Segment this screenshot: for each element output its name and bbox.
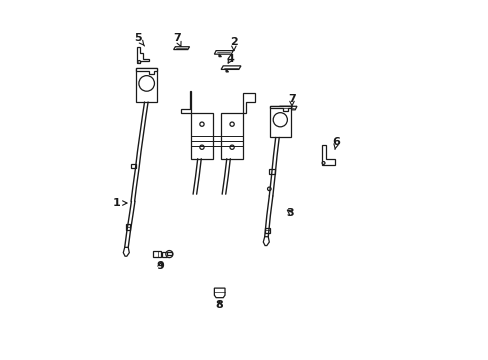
- Polygon shape: [153, 251, 161, 257]
- Circle shape: [139, 76, 154, 91]
- Text: 3: 3: [286, 208, 294, 217]
- Polygon shape: [136, 68, 157, 74]
- Polygon shape: [242, 93, 255, 113]
- Circle shape: [165, 251, 173, 258]
- Polygon shape: [225, 69, 228, 72]
- Circle shape: [267, 187, 270, 191]
- Text: 7: 7: [173, 33, 181, 46]
- Text: 9: 9: [156, 261, 164, 271]
- Bar: [191, 113, 212, 159]
- Text: 6: 6: [332, 137, 340, 149]
- Polygon shape: [221, 66, 241, 69]
- Polygon shape: [214, 288, 224, 298]
- Bar: [221, 113, 242, 159]
- Text: 7: 7: [287, 94, 295, 107]
- Polygon shape: [269, 169, 274, 174]
- Circle shape: [229, 145, 234, 149]
- Circle shape: [229, 122, 234, 126]
- Circle shape: [200, 145, 203, 149]
- Polygon shape: [173, 47, 189, 50]
- Polygon shape: [263, 237, 269, 246]
- Text: 1: 1: [112, 198, 127, 208]
- Text: 4: 4: [226, 54, 234, 64]
- Polygon shape: [269, 105, 290, 111]
- Text: 2: 2: [229, 37, 237, 51]
- Polygon shape: [123, 247, 129, 256]
- Bar: [269, 105, 290, 138]
- Circle shape: [138, 60, 141, 63]
- Polygon shape: [125, 224, 130, 230]
- Polygon shape: [214, 51, 233, 54]
- Polygon shape: [321, 145, 334, 165]
- Circle shape: [200, 122, 203, 126]
- Polygon shape: [131, 164, 136, 168]
- Text: 8: 8: [215, 300, 223, 310]
- Circle shape: [322, 162, 325, 165]
- Polygon shape: [278, 106, 296, 110]
- Polygon shape: [264, 228, 269, 233]
- Text: 5: 5: [134, 33, 144, 46]
- Polygon shape: [167, 252, 171, 256]
- Polygon shape: [161, 252, 167, 257]
- Bar: [136, 68, 157, 102]
- Polygon shape: [137, 47, 148, 63]
- Circle shape: [273, 113, 287, 127]
- Polygon shape: [181, 91, 191, 113]
- Polygon shape: [219, 54, 221, 57]
